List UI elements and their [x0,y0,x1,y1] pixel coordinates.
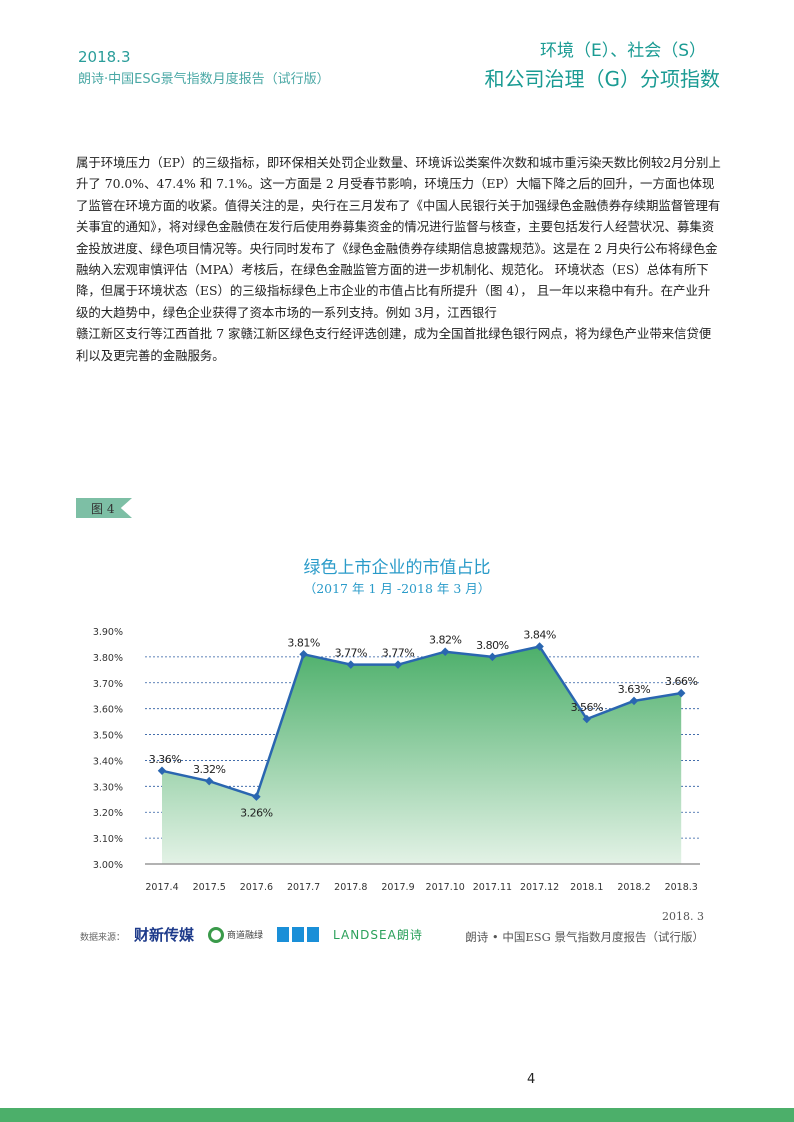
y-tick-label: 3.00% [93,860,123,871]
y-tick-label: 3.40% [93,756,123,767]
y-tick-label: 3.60% [93,705,123,716]
data-label: 3.36% [149,753,181,766]
body-text: 属于环境压力（EP）的三级指标，即环保相关处罚企业数量、环境诉讼类案件次数和城市… [76,152,722,366]
data-label: 3.63% [618,683,650,696]
data-label: 3.80% [476,639,508,652]
data-label: 3.77% [382,647,414,660]
data-point [346,660,356,669]
paragraph: 赣江新区支行等江西首批 7 家赣江新区绿色支行经评选创建，成为全国首批绿色银行网… [76,326,712,363]
page-number: 4 [527,1072,536,1087]
x-tick-label: 2017.8 [334,882,367,893]
data-label: 3.26% [240,807,272,820]
data-label: 3.66% [665,675,697,688]
x-tick-label: 2017.6 [240,882,273,893]
area-chart: 3.00% 3.10% 3.20% 3.30% 3.40% 3.50% 3.60% 3.70%… [93,627,700,893]
caixin-logo: 财新传媒 [134,926,195,944]
source-label: 数据来源： [80,933,126,943]
x-tick-label: 2017.12 [520,882,559,893]
syntao-logo: 商道融绿 [208,926,263,943]
header-subtitle: 朗诗·中国ESG景气指数月度报告（试行版） [78,72,330,87]
y-tick-label: 3.50% [93,731,123,742]
data-point [488,652,497,662]
figure-label-text: 图 4 [91,502,115,516]
header-title-line2: 和公司治理（G）分项指数 [484,67,721,91]
footer-date: 2018. 3 [662,910,704,923]
data-label: 3.56% [571,701,603,714]
x-tick-label: 2018.3 [665,882,698,893]
x-tick-label: 2017.10 [426,882,465,893]
header-title-line1: 环境（E）、社会（S） [539,41,706,61]
y-tick-label: 3.80% [93,653,123,664]
bbd-logo [277,927,320,942]
y-tick-label: 3.90% [93,627,123,638]
chart-subtitle: （2017 年 1 月 -2018 年 3 月） [303,581,491,596]
data-point [676,688,686,698]
x-tick-label: 2017.11 [473,882,512,893]
x-tick-label: 2017.9 [381,882,414,893]
x-tick-label: 2018.1 [570,882,603,893]
data-point [204,776,214,786]
bottom-bar [0,1108,794,1122]
data-label: 3.84% [523,629,555,642]
data-label: 3.81% [287,636,319,649]
data-label: 3.77% [335,647,367,660]
x-tick-label: 2017.7 [287,882,320,893]
landsea-logo: LANDSEA朗诗 [333,928,423,942]
header-date: 2018.3 [78,48,131,66]
figure-label: 图 4 [76,498,132,518]
paragraph: 属于环境压力（EP）的三级指标，即环保相关处罚企业数量、环境诉讼类案件次数和城市… [76,155,721,320]
x-tick-label: 2017.4 [145,882,178,893]
data-label: 3.32% [193,763,225,776]
data-point [393,660,403,669]
footer-report-title: 朗诗 • 中国ESG 景气指数月度报告（试行版） [465,930,704,944]
y-tick-label: 3.10% [93,834,123,845]
chart-title: 绿色上市企业的市值占比 [303,558,491,578]
area-fill [162,646,682,864]
header-right: 环境（E）、社会（S） 和公司治理（G）分项指数 [485,36,721,92]
y-tick-label: 3.20% [93,808,123,819]
y-tick-label: 3.30% [93,782,123,793]
y-tick-label: 3.70% [93,679,123,690]
series-line [161,645,682,799]
source-logos: 财新传媒 商道融绿 LANDSEA朗诗 [134,924,423,945]
x-tick-label: 2017.5 [193,882,226,893]
x-tick-label: 2018.2 [617,882,650,893]
data-point [252,792,261,801]
data-point [157,766,167,776]
header-left: 2018.3 朗诗·中国ESG景气指数月度报告（试行版） [78,48,330,87]
data-label: 3.82% [429,634,461,647]
